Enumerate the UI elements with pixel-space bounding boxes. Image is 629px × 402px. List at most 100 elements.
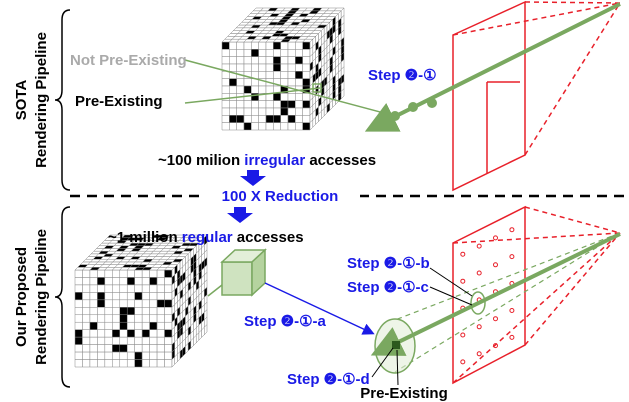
sample-grid (460, 227, 515, 365)
voxel-cell (82, 299, 91, 308)
voxel-cell (156, 329, 165, 338)
voxel-cell (302, 107, 311, 116)
voxel-cell (280, 93, 289, 101)
voxel-cell (74, 314, 83, 323)
voxel-cell (104, 336, 113, 345)
voxel-cell (287, 115, 296, 123)
voxel-cell (251, 100, 259, 109)
voxel-cell (82, 329, 91, 338)
voxel-cell (104, 269, 113, 278)
sample-dot (493, 262, 498, 268)
voxel-cell (156, 336, 165, 345)
voxel-cell (265, 56, 274, 65)
samples (390, 98, 437, 121)
voxel-cell (149, 359, 158, 368)
voxel-cell (258, 56, 267, 65)
voxel-cell (280, 63, 289, 72)
voxel-cell (156, 344, 165, 353)
pointer (264, 282, 375, 335)
voxel-cell (97, 321, 106, 330)
voxel-cell (295, 100, 303, 109)
voxel-cell (302, 78, 311, 87)
voxel-cell (164, 269, 173, 278)
voxel-cell (112, 284, 121, 293)
voxel-cell (104, 314, 113, 323)
voxel-cell (141, 314, 150, 323)
voxel-cell (295, 78, 303, 87)
voxel-cell (258, 115, 267, 123)
voxel-cell (134, 359, 143, 368)
voxel-cell (141, 351, 150, 360)
voxel-cell (280, 41, 289, 50)
voxel-cell (265, 49, 274, 57)
voxel-cubes (74, 7, 345, 368)
voxel-cell (287, 100, 296, 109)
caption: ~100 milion irregular accesses (158, 152, 376, 169)
voxel-cell (229, 63, 237, 72)
pointer (207, 284, 223, 297)
reduction-label: 100 X Reduction (222, 188, 339, 205)
voxel-cell (74, 269, 83, 278)
voxel-cell (295, 93, 303, 101)
voxel-cell (112, 292, 121, 301)
voxel-cell (134, 314, 143, 323)
voxel-cell (97, 284, 106, 293)
voxel-cell (74, 351, 83, 360)
voxel-cell (236, 85, 245, 94)
step-label: Step ❷-①-b (347, 255, 430, 272)
voxel-cell (221, 107, 230, 116)
voxel-cell (97, 329, 106, 338)
voxel-cell (104, 292, 113, 301)
pointer (184, 87, 321, 104)
voxel-cell (134, 269, 143, 278)
voxel-cell (302, 100, 311, 109)
voxel-cell (221, 71, 230, 79)
voxel-cell (82, 284, 91, 293)
voxel-cell (74, 277, 83, 286)
voxel-cell (302, 115, 311, 123)
voxel-cell (97, 269, 106, 278)
voxel-cell (156, 321, 165, 330)
voxel-cell (89, 321, 98, 330)
voxel-cell (236, 41, 245, 50)
voxel-cell (258, 41, 267, 50)
voxel-cell (74, 284, 83, 293)
voxel-cell (156, 292, 165, 301)
voxel-cell (221, 100, 230, 109)
voxel-cell (126, 321, 135, 330)
brace (54, 206, 71, 388)
voxel-cell (287, 41, 296, 50)
voxel-cell (156, 284, 165, 293)
voxel-cell (149, 344, 158, 353)
voxel-cell (287, 107, 296, 116)
voxel-cell (273, 71, 281, 79)
ray (370, 232, 621, 356)
voxel-cell (119, 359, 128, 368)
voxel-cell (295, 56, 303, 65)
label-bg (200, 187, 360, 205)
voxel-cell (221, 49, 230, 57)
caption-part: accesses (233, 229, 304, 246)
voxel-cell (89, 314, 98, 323)
voxel-cell (273, 56, 281, 65)
voxel-cell (149, 284, 158, 293)
voxel-cell (164, 351, 173, 360)
caption-part: ~1 million (108, 229, 182, 246)
voxel-cell (112, 359, 121, 368)
voxel-cell (265, 115, 274, 123)
voxel-cell (119, 292, 128, 301)
brace (54, 9, 71, 191)
voxel-cell (74, 336, 83, 345)
voxel-cell (82, 336, 91, 345)
voxel-cell (287, 56, 296, 65)
voxel-cell (236, 122, 245, 131)
sample-dot (493, 343, 498, 349)
voxel-cell (126, 269, 135, 278)
cone-section (470, 291, 486, 315)
sample-dot (493, 235, 498, 241)
voxel-cell (265, 41, 274, 50)
voxel-cell (134, 284, 143, 293)
voxel-cell (112, 321, 121, 330)
voxel-cell (251, 115, 259, 123)
voxel-cell (243, 63, 252, 72)
